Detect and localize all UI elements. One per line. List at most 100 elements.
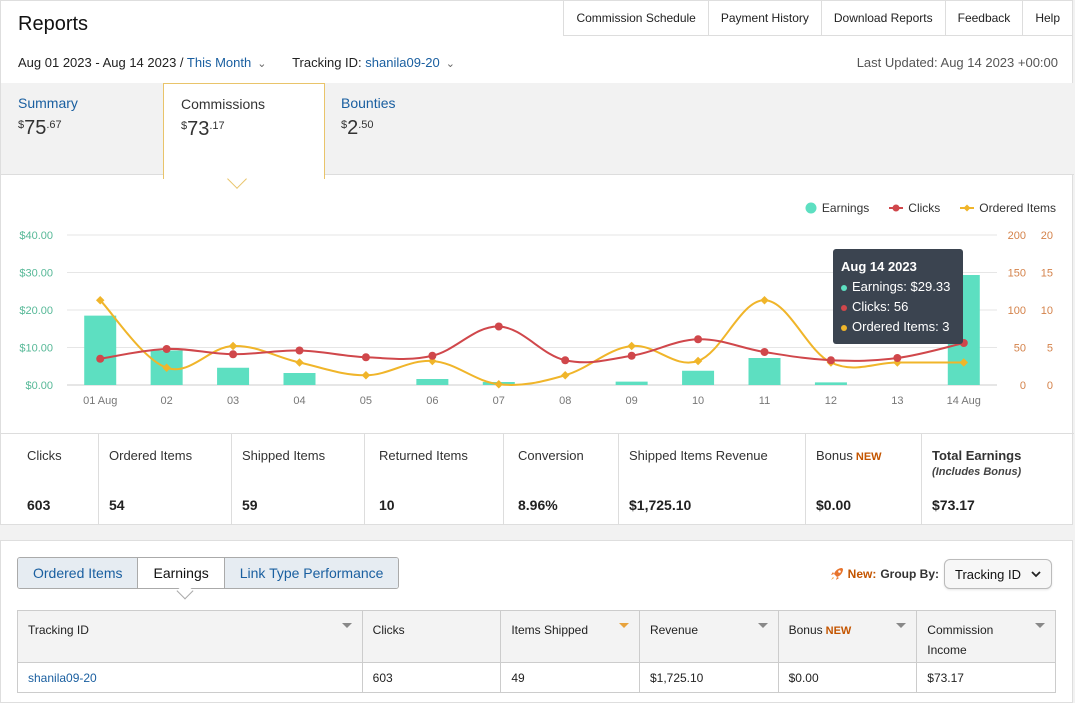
ordered-dot-icon xyxy=(841,324,847,331)
y-right-clicks-tick-label: 200 xyxy=(1008,230,1026,242)
amount-whole: 75 xyxy=(24,117,47,139)
report-table-card: Ordered Items Earnings Link Type Perform… xyxy=(0,540,1073,703)
tracking-id-dropdown[interactable]: shanila09-20 xyxy=(365,55,440,70)
ordered-items-point xyxy=(95,296,105,305)
sort-icon[interactable] xyxy=(341,623,352,628)
col-bonus[interactable]: Bonus NEW xyxy=(777,610,918,663)
clicks-point xyxy=(494,322,503,331)
ordered-items-point xyxy=(560,371,570,380)
tab-link-type-performance[interactable]: Link Type Performance xyxy=(224,558,399,588)
col-clicks[interactable]: Clicks xyxy=(361,610,502,663)
metric-value: 59 xyxy=(242,497,258,513)
tooltip-clicks-text: Clicks: 56 xyxy=(852,299,909,314)
y-right-clicks-tick-label: 150 xyxy=(1008,268,1026,280)
metric-label: Ordered Items xyxy=(109,448,193,463)
tab-bounties-label: Bounties xyxy=(341,95,396,111)
clicks-point xyxy=(760,348,769,356)
x-tick-label: 02 xyxy=(161,395,173,407)
metric-value: 8.96% xyxy=(518,497,558,513)
legend-earnings[interactable]: Earnings xyxy=(805,201,869,215)
period-dropdown[interactable]: This Month xyxy=(186,55,252,70)
tracking-id-label: Tracking ID: xyxy=(292,55,362,70)
legend-ordered-items[interactable]: Ordered Items xyxy=(960,201,1056,215)
earnings-table: Tracking ID Clicks Items Shipped Revenue… xyxy=(17,610,1056,693)
table-row: shanila09-20 603 49 $1,725.10 $0.00 $73.… xyxy=(17,662,1056,693)
chevron-down-icon xyxy=(1031,571,1041,578)
tab-ordered-items[interactable]: Ordered Items xyxy=(18,558,139,588)
sort-icon[interactable] xyxy=(757,623,768,628)
ordered-items-point xyxy=(162,363,171,372)
tooltip-clicks: Clicks: 56 xyxy=(841,297,955,317)
y-left-tick-label: $10.00 xyxy=(19,343,53,355)
amount-whole: 73 xyxy=(187,118,210,140)
earnings-bar xyxy=(615,381,648,385)
y-right-clicks-tick-label: 100 xyxy=(1008,305,1026,317)
rocket-icon xyxy=(830,568,843,580)
ordered-items-point xyxy=(494,380,504,389)
metric-value: 54 xyxy=(109,497,125,513)
y-left-tick-label: $30.00 xyxy=(19,268,53,280)
x-tick-label: 01 Aug xyxy=(83,395,117,407)
cell-clicks: 603 xyxy=(361,662,502,693)
metric-value: $1,725.10 xyxy=(629,497,692,513)
col-label: Revenue xyxy=(649,623,699,637)
ordered-items-point xyxy=(627,341,636,351)
date-separator: / xyxy=(176,55,187,70)
currency-symbol: $ xyxy=(341,119,348,131)
group-by-select[interactable]: Tracking ID xyxy=(944,559,1052,589)
tab-commissions-label: Commissions xyxy=(181,96,266,112)
clicks-point xyxy=(627,351,636,360)
col-label: Clicks xyxy=(372,623,405,637)
new-label: New: xyxy=(847,567,877,581)
download-reports-link[interactable]: Download Reports xyxy=(822,1,946,35)
tab-commissions[interactable]: Commissions $73.17 xyxy=(163,83,325,179)
legend-clicks-label: Clicks xyxy=(908,201,941,215)
x-tick-label: 06 xyxy=(426,395,438,407)
col-items-shipped[interactable]: Items Shipped xyxy=(500,610,640,663)
tab-earnings[interactable]: Earnings xyxy=(138,558,225,588)
x-tick-label: 08 xyxy=(559,395,571,407)
report-type-tabs: Ordered Items Earnings Link Type Perform… xyxy=(17,557,400,589)
ordered-items-point xyxy=(959,358,969,367)
ordered-items-point xyxy=(760,296,769,305)
commission-schedule-link[interactable]: Commission Schedule xyxy=(564,1,709,35)
earnings-bar xyxy=(748,358,781,385)
chevron-down-icon[interactable]: ⌄ xyxy=(445,58,455,70)
sort-icon[interactable] xyxy=(896,623,907,628)
tracking-id-link[interactable]: shanila09-20 xyxy=(28,670,97,685)
cell-commission: $73.17 xyxy=(916,662,1056,693)
summary-tab-band: Summary $75.67 Commissions $73.17 Bounti… xyxy=(1,83,1074,179)
group-by: New: Group By: Tracking ID xyxy=(829,559,1052,589)
col-revenue[interactable]: Revenue xyxy=(638,610,779,663)
clicks-point xyxy=(361,353,370,362)
chevron-down-icon[interactable]: ⌄ xyxy=(257,58,267,70)
metric-label: Shipped Items xyxy=(242,448,326,463)
tab-summary[interactable]: Summary $75.67 xyxy=(1,83,163,175)
group-by-value: Tracking ID xyxy=(955,566,1021,582)
legend-clicks[interactable]: Clicks xyxy=(889,201,940,215)
earnings-chart: Earnings Clicks Ordered Items $0.00 0 0 $10… xyxy=(1,187,1074,432)
payment-history-link[interactable]: Payment History xyxy=(709,1,822,35)
metric-label: Returned Items xyxy=(379,448,468,463)
earnings-bar xyxy=(217,367,250,385)
sort-active-icon[interactable] xyxy=(618,623,629,628)
y-right-ordered-tick-label: 5 xyxy=(1047,343,1053,355)
tooltip-ordered-text: Ordered Items: 3 xyxy=(852,319,950,334)
sort-icon[interactable] xyxy=(1035,623,1045,628)
chart-canvas: $0.00 0 0$10.00 50 5$20.00 100 10$30.00 150 15$4… xyxy=(19,230,1053,407)
col-commission-income[interactable]: Commission Income xyxy=(916,610,1056,663)
bounties-amount: $2.50 xyxy=(341,117,469,140)
help-link[interactable]: Help xyxy=(1035,11,1060,25)
tab-bounties[interactable]: Bounties $2.50 xyxy=(324,83,486,175)
feedback-link[interactable]: Feedback xyxy=(946,1,1024,35)
col-label: Bonus xyxy=(788,623,823,637)
clicks-point xyxy=(96,354,105,363)
metric-total-earnings: Total Earnings (Includes Bonus) $73.17 xyxy=(922,434,1074,525)
clicks-dot-icon xyxy=(841,304,847,311)
metric-shipped-revenue: Shipped Items Revenue $1,725.10 xyxy=(619,434,806,525)
new-badge: NEW xyxy=(855,451,882,463)
col-tracking-id[interactable]: Tracking ID xyxy=(17,610,363,663)
currency-symbol: $ xyxy=(18,119,25,131)
cell-tracking-id[interactable]: shanila09-20 xyxy=(17,662,363,693)
earnings-dot-icon xyxy=(841,284,847,291)
